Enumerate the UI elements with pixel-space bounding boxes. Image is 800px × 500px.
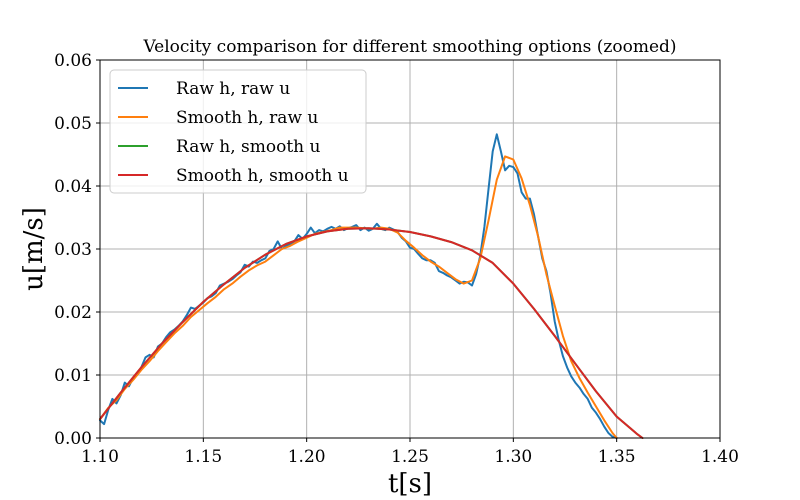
x-tick-label: 1.20 (288, 447, 326, 467)
y-tick-label: 0.02 (54, 303, 92, 323)
series-line-4 (99, 227, 644, 439)
y-tick-label: 0.01 (54, 366, 92, 386)
y-tick-label: 0.00 (54, 429, 92, 449)
legend-label-2: Smooth h, raw u (176, 108, 318, 128)
y-tick-label: 0.04 (54, 177, 92, 197)
x-axis-label: t[s] (388, 469, 432, 499)
y-tick-label: 0.03 (54, 240, 92, 260)
legend-label-1: Raw h, raw u (176, 79, 290, 99)
chart-title: Velocity comparison for different smooth… (142, 37, 676, 57)
legend-box (109, 69, 367, 194)
legend-label-4: Smooth h, smooth u (176, 166, 349, 186)
x-tick-label: 1.10 (81, 447, 119, 467)
legend-label-3: Raw h, smooth u (176, 137, 321, 157)
y-tick-label: 0.05 (54, 114, 92, 134)
y-axis-label: u[m/s] (19, 207, 49, 291)
x-tick-label: 1.30 (494, 447, 532, 467)
legend: Raw h, raw u Smooth h, raw u Raw h, smooth… (109, 69, 367, 194)
y-tick-label: 0.06 (54, 51, 92, 71)
x-tick-label: 1.15 (184, 447, 222, 467)
x-tick-label: 1.35 (598, 447, 636, 467)
plot-series (99, 133, 644, 439)
x-tick-label: 1.25 (391, 447, 429, 467)
x-tick-label: 1.40 (701, 447, 739, 467)
axis-ticks: 1.10 1.15 1.20 1.25 1.30 1.35 1.40 0.00 0.01 0.02… (54, 51, 739, 467)
